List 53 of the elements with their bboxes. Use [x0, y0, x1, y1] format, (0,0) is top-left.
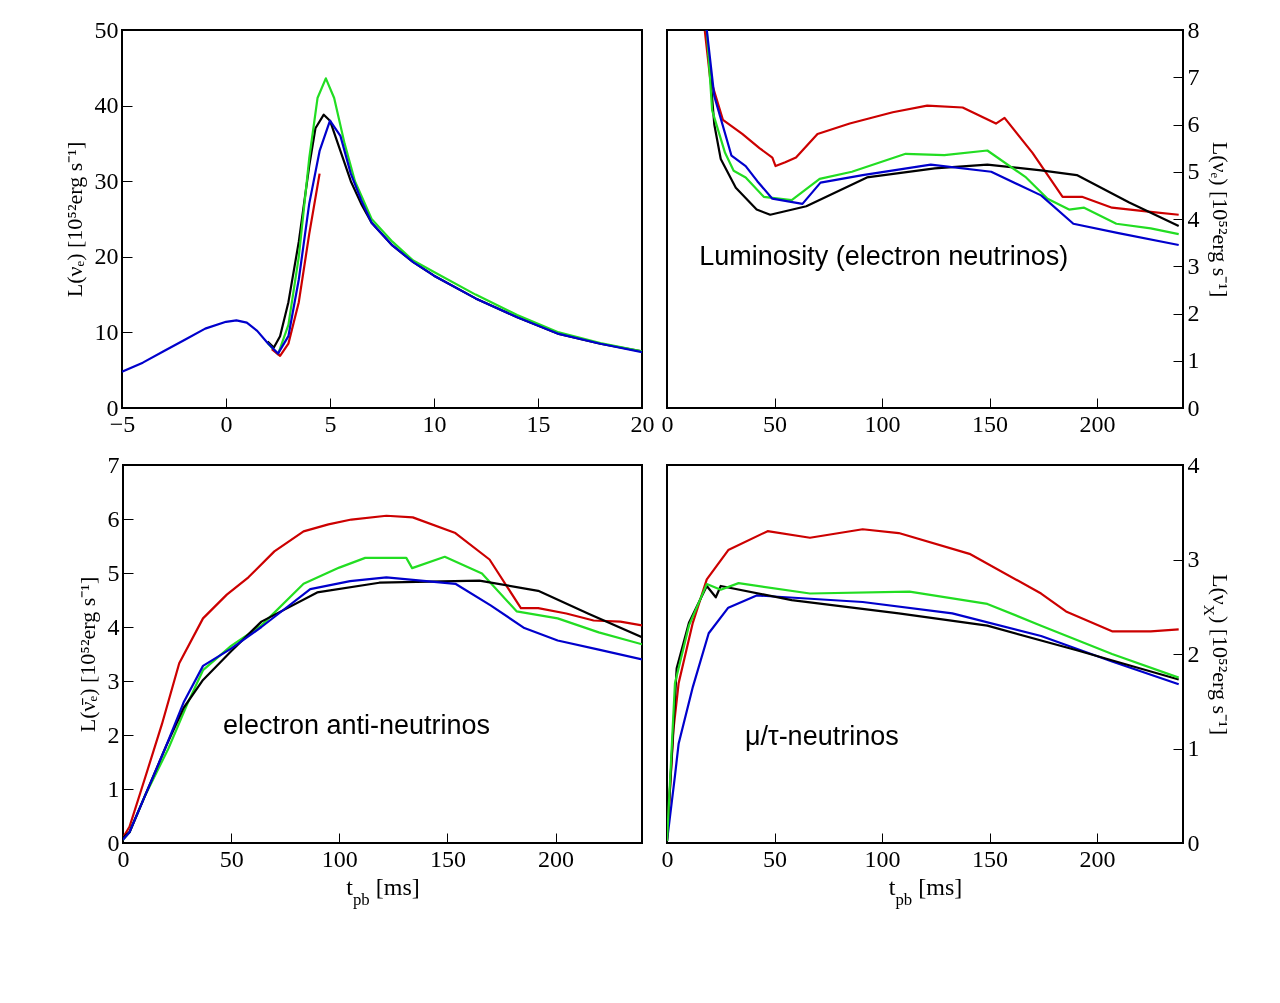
x-tick-label: 15	[526, 410, 551, 437]
y2-tick-label: 5	[1187, 158, 1200, 185]
x-tick-label: 200	[538, 845, 574, 872]
y2-tick-label: 7	[1187, 63, 1200, 90]
x-tick-label: 100	[321, 845, 358, 872]
y-tick-label: 50	[94, 16, 119, 43]
y2-tick-label: 6	[1187, 111, 1200, 137]
y2-axis-title: L(νₑ) [10⁵²erg s⁻¹]	[1207, 141, 1233, 298]
line-series	[122, 119, 642, 373]
x-axis-title: t$_{pb}$ [ms]	[346, 873, 420, 908]
y2-tick-label: 2	[1187, 640, 1200, 667]
x-tick-label: 150	[429, 845, 466, 872]
x-tick-label: 0	[220, 410, 233, 437]
y-axis-title: L(ν̄ₑ) [10⁵²erg s⁻¹]	[74, 576, 100, 733]
annotation: Luminosity (electron neutrinos)	[699, 240, 1069, 271]
x-tick-label: 0	[661, 845, 674, 872]
y-tick-label: 1	[107, 775, 120, 802]
x-tick-label: 200	[1079, 410, 1116, 437]
x-tick-label: 200	[1079, 845, 1116, 872]
x-tick-label: 5	[324, 410, 337, 437]
y2-tick-label: 4	[1187, 451, 1200, 478]
y2-tick-label: 1	[1187, 347, 1200, 374]
y-tick-label: 40	[94, 92, 119, 119]
y2-tick-label: 3	[1187, 546, 1200, 572]
x-tick-label: 10	[422, 410, 447, 437]
y-tick-label: 4	[107, 613, 120, 640]
y-tick-label: 3	[107, 667, 120, 694]
annotation: μ/τ-neutrinos	[744, 721, 899, 752]
y-tick-label: 7	[107, 451, 120, 478]
x-tick-label: 150	[972, 845, 1008, 872]
x-tick-label: 0	[661, 410, 674, 437]
x-tick-label: 150	[972, 410, 1008, 437]
y-tick-label: 5	[107, 559, 120, 586]
y2-tick-label: 4	[1187, 205, 1200, 232]
y-axis-title: L(νₑ) [10⁵²erg s⁻¹]	[61, 141, 87, 298]
x-tick-label: 100	[864, 845, 901, 872]
y2-tick-label: 1	[1187, 735, 1200, 761]
y2-tick-label: 8	[1187, 16, 1200, 43]
y-tick-label: 30	[94, 167, 119, 194]
y2-tick-label: 2	[1187, 300, 1200, 326]
x-tick-label: 20	[630, 410, 655, 437]
y-tick-label: 20	[94, 243, 119, 270]
x-tick-label: 50	[763, 410, 787, 437]
x-tick-label: 100	[864, 410, 901, 437]
line-series	[270, 172, 321, 357]
y-tick-label: 10	[94, 318, 119, 345]
x-tick-label: 50	[219, 845, 244, 872]
x-tick-label: 50	[763, 845, 787, 872]
y2-tick-label: 3	[1187, 252, 1200, 279]
x-axis-title: t$_{pb}$ [ms]	[888, 873, 963, 908]
annotation: electron anti-neutrinos	[222, 709, 491, 740]
y-tick-label: 2	[107, 721, 120, 748]
y-tick-label: 6	[107, 505, 120, 532]
